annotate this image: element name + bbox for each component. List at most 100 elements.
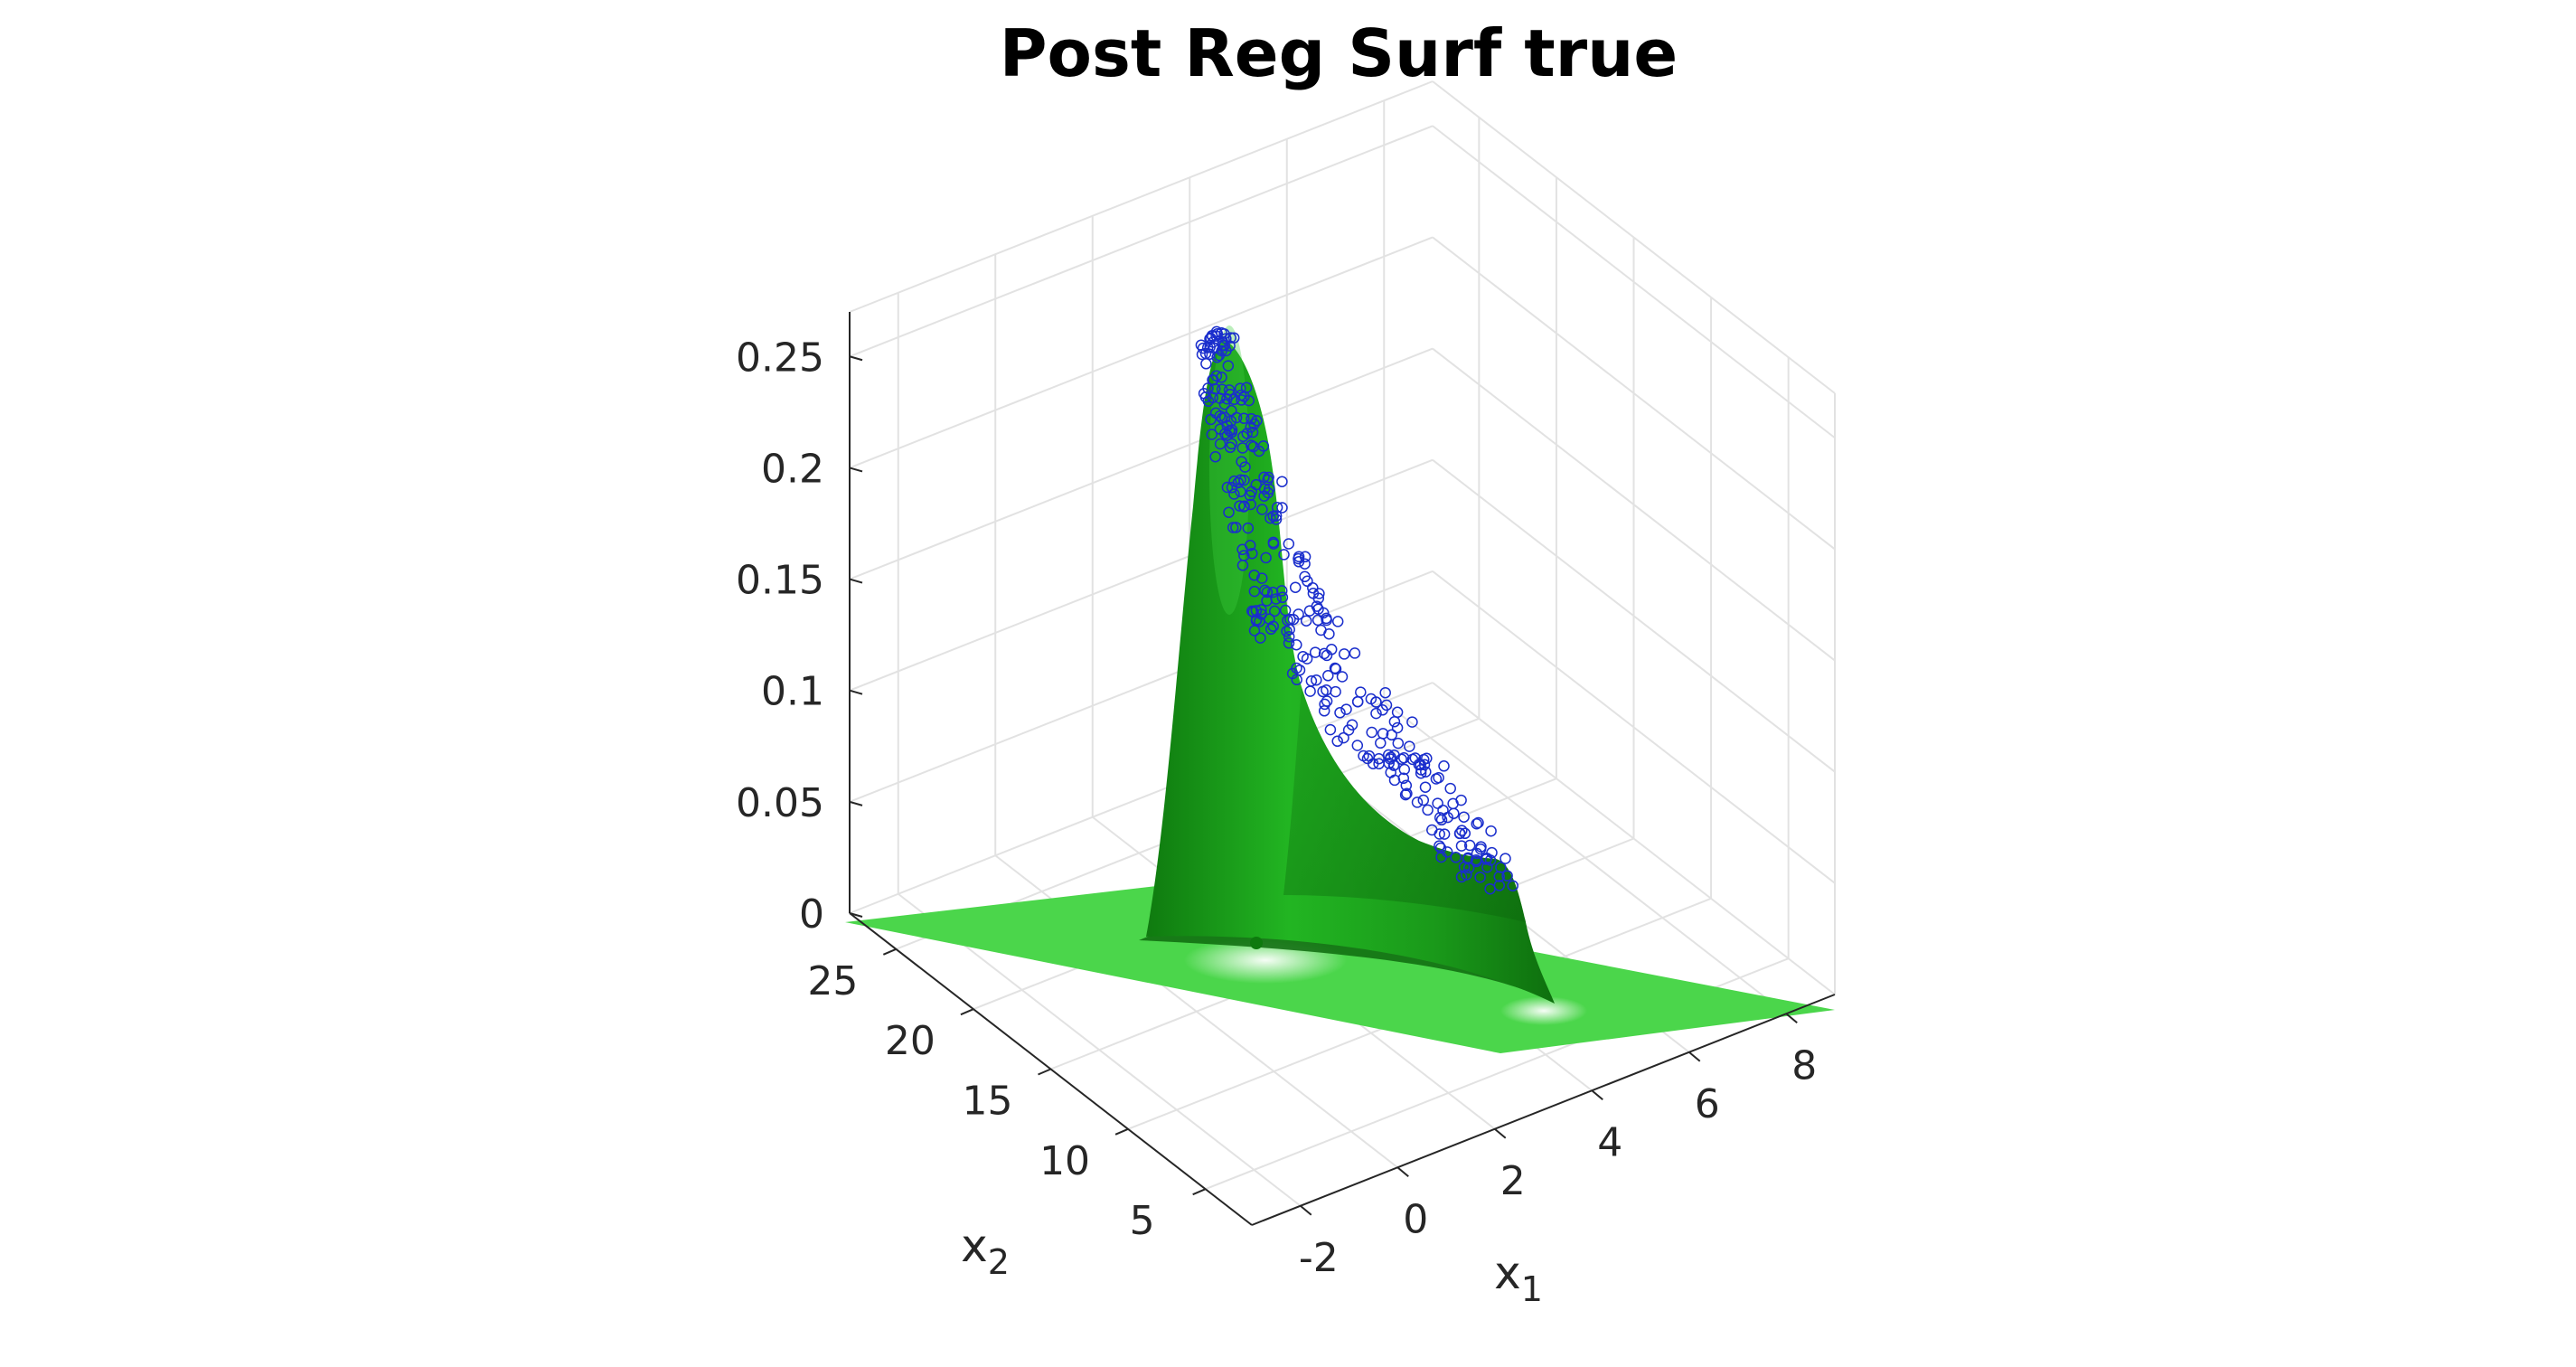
scatter-point (1245, 421, 1256, 433)
x-tick-label: 6 (1695, 1081, 1720, 1127)
scatter-point (1223, 384, 1236, 396)
y-tick-label: 10 (1039, 1138, 1090, 1184)
scatter-point (1283, 624, 1295, 636)
scatter-point (1434, 842, 1447, 854)
scatter-point (1474, 872, 1486, 883)
scatter-point (1276, 502, 1288, 514)
scatter-point (1299, 570, 1311, 583)
scatter-point (1219, 428, 1231, 440)
scatter-point (1507, 880, 1518, 891)
scatter-point (1434, 840, 1445, 852)
scatter-point (1276, 476, 1288, 487)
scatter-point (1228, 488, 1240, 500)
scatter-point (1417, 753, 1430, 766)
scatter-point (1223, 506, 1235, 518)
scatter-point (1450, 852, 1462, 863)
scatter-point (1311, 674, 1322, 686)
scatter-point (1325, 644, 1338, 655)
scatter-point (1208, 373, 1219, 386)
scatter-point (1392, 737, 1405, 749)
scatter-point (1351, 695, 1364, 708)
scatter-point (1471, 817, 1482, 830)
scatter-point (1246, 426, 1259, 438)
scatter-point (1278, 549, 1290, 561)
y-tick-label: 15 (963, 1079, 1013, 1125)
scatter-point (1379, 686, 1391, 699)
scatter-point (1276, 591, 1289, 604)
scatter-point (1340, 703, 1352, 715)
scatter-point (1370, 707, 1382, 720)
scatter-point (1437, 804, 1449, 816)
z-tick-mark (849, 800, 863, 806)
scatter-point (1415, 764, 1427, 776)
z-tick-label: 0 (799, 891, 824, 938)
scatter-point (1319, 698, 1330, 711)
scatter-point (1322, 670, 1334, 682)
scatter-point (1214, 438, 1227, 450)
scatter-point (1312, 614, 1324, 627)
y-tick-label: 20 (885, 1018, 935, 1064)
scatter-point (1221, 429, 1234, 441)
scatter-point (1300, 615, 1312, 627)
scatter-point (1221, 481, 1234, 494)
scatter-point (1334, 707, 1346, 719)
scatter-point (1225, 415, 1237, 427)
scatter-point (1244, 489, 1256, 502)
scatter-point (1279, 604, 1292, 617)
scatter-point (1329, 662, 1341, 674)
scatter-point (1419, 781, 1432, 793)
z-tick-label: 0.1 (761, 669, 824, 715)
scatter-point (1338, 731, 1349, 744)
scatter-point (1267, 620, 1279, 632)
scatter-point (1218, 328, 1230, 340)
scatter-point (1293, 664, 1306, 676)
scatter-point (1248, 625, 1261, 636)
scatter-point (1355, 686, 1367, 698)
scatter-point (1349, 647, 1361, 659)
scatter-point (1304, 685, 1316, 697)
scatter-point (1438, 828, 1451, 840)
scatter-point (1386, 729, 1397, 741)
surface-highlight (1500, 996, 1587, 1025)
scatter-point (1432, 797, 1443, 809)
scatter-point (1388, 774, 1401, 787)
scatter-point (1305, 675, 1318, 687)
scatter-point (1330, 685, 1341, 698)
scatter-point (1216, 372, 1227, 383)
scatter-point (1264, 512, 1276, 524)
peak-highlight (1209, 325, 1249, 615)
x-axis-line (1251, 994, 1836, 1226)
x-tick-label: 8 (1791, 1042, 1817, 1089)
scatter-point (1331, 616, 1344, 627)
scatter-point (1200, 358, 1212, 370)
scatter-point (1255, 608, 1267, 620)
scatter-point (1366, 726, 1377, 739)
scatter-point (1258, 483, 1271, 495)
scatter-point (1321, 695, 1333, 707)
scatter-point (1261, 595, 1273, 607)
scatter-point (1388, 715, 1401, 728)
scatter-point (1448, 807, 1460, 819)
scatter-point (1289, 581, 1302, 593)
scatter-point (1422, 804, 1434, 816)
y-tick-label: 25 (807, 958, 858, 1004)
scatter-point (1240, 382, 1253, 393)
scatter-point (1500, 853, 1511, 864)
scatter-point (1222, 360, 1235, 372)
scatter-point (1459, 827, 1471, 840)
scatter-point (1435, 851, 1447, 863)
scatter-point (1415, 767, 1427, 779)
x-tick-mark (1591, 1089, 1603, 1101)
back-grid-line (849, 458, 1434, 692)
scatter-point (1377, 704, 1388, 716)
scatter-point (1455, 794, 1467, 806)
scatter-point (1238, 550, 1250, 561)
z-tick-mark (849, 355, 863, 362)
scatter-point (1293, 552, 1304, 565)
z-tick-mark (849, 578, 863, 584)
floor-marker (1250, 937, 1263, 949)
scatter-point (1255, 632, 1266, 644)
scatter-point (1291, 638, 1302, 651)
scatter-point (1256, 504, 1268, 515)
scatter-point (1230, 411, 1243, 424)
